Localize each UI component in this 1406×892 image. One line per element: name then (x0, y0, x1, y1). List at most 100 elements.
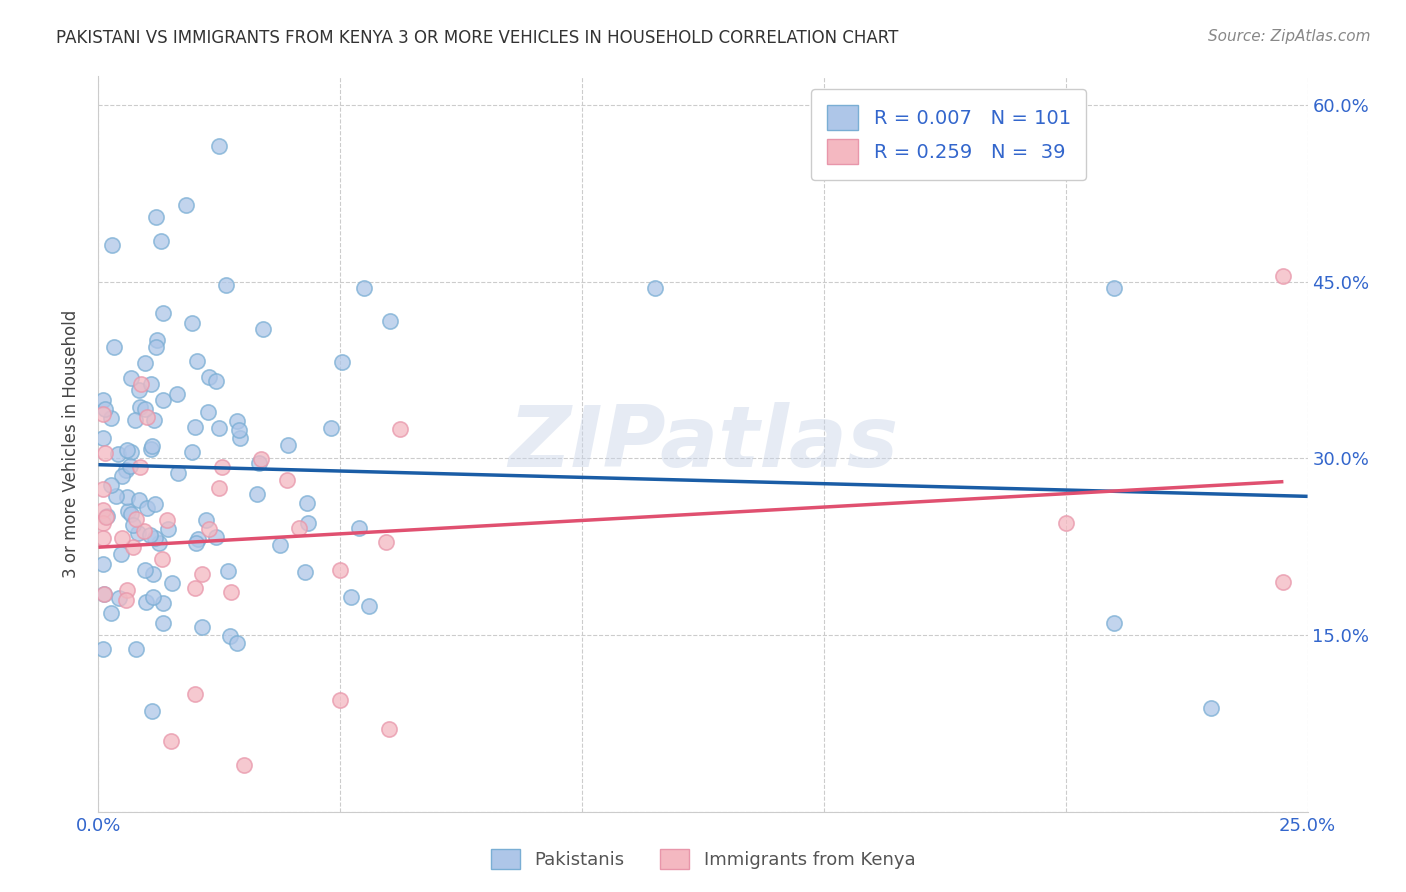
Point (226, 636, 249, 650)
Point (150, 552, 173, 566)
Point (115, 491, 138, 505)
Point (146, 334, 169, 348)
Point (110, 547, 132, 561)
Point (134, 356, 156, 370)
Point (142, 567, 165, 582)
Legend: R = 0.007   N = 101, R = 0.259   N =  39: R = 0.007 N = 101, R = 0.259 N = 39 (811, 89, 1087, 180)
Point (152, 615, 174, 630)
Point (121, 518, 143, 533)
Point (247, 456, 270, 470)
Point (104, 489, 127, 503)
Point (139, 527, 162, 541)
Point (117, 504, 139, 518)
Point (211, 460, 233, 475)
Point (148, 536, 170, 550)
Point (329, 693, 352, 707)
Point (129, 400, 152, 414)
Point (375, 534, 398, 549)
Point (96, 508, 118, 523)
Point (180, 316, 202, 330)
Point (91, 482, 114, 496)
Point (120, 507, 142, 521)
Point (132, 524, 155, 538)
Point (187, 533, 209, 547)
Point (197, 521, 219, 535)
Point (277, 438, 299, 452)
Point (134, 563, 156, 577)
Point (162, 575, 184, 590)
Point (183, 420, 205, 434)
Point (139, 442, 162, 456)
Point (150, 234, 173, 248)
Y-axis label: 3 or more Vehicles in Household: 3 or more Vehicles in Household (62, 310, 80, 578)
Point (101, 237, 124, 252)
Point (191, 620, 214, 634)
Point (143, 413, 166, 427)
Point (353, 281, 375, 295)
Point (111, 468, 134, 483)
Point (380, 314, 402, 328)
Point (218, 629, 240, 643)
Point (143, 531, 166, 545)
Point (359, 599, 381, 613)
Point (145, 340, 167, 354)
Point (118, 459, 141, 474)
Point (121, 540, 143, 554)
Point (111, 531, 134, 545)
Point (91, 408, 114, 422)
Point (91, 531, 114, 545)
Point (205, 374, 228, 388)
Point (128, 383, 150, 397)
Point (120, 371, 142, 385)
Point (208, 421, 231, 435)
Point (349, 521, 371, 535)
Point (229, 431, 252, 445)
Text: PAKISTANI VS IMMIGRANTS FROM KENYA 3 OR MORE VEHICLES IN HOUSEHOLD CORRELATION C: PAKISTANI VS IMMIGRANTS FROM KENYA 3 OR … (56, 29, 898, 47)
Point (294, 565, 316, 579)
Point (91, 393, 114, 408)
Point (287, 521, 309, 535)
Point (186, 353, 208, 368)
Point (1272, 268, 1295, 283)
Point (330, 355, 353, 369)
Point (156, 513, 179, 527)
Point (91, 431, 114, 445)
Point (246, 487, 269, 501)
Point (1102, 616, 1125, 631)
Point (120, 445, 142, 459)
Point (297, 516, 319, 530)
Point (269, 538, 291, 552)
Point (103, 340, 125, 354)
Point (208, 139, 231, 153)
Point (107, 447, 129, 461)
Point (125, 642, 148, 657)
Point (152, 393, 174, 408)
Point (166, 387, 188, 401)
Point (226, 414, 249, 428)
Point (94, 445, 117, 459)
Point (184, 687, 207, 701)
Point (167, 466, 190, 480)
Point (186, 536, 208, 550)
Point (124, 512, 146, 526)
Point (160, 734, 183, 748)
Point (127, 525, 149, 540)
Point (93, 401, 115, 416)
Point (252, 322, 274, 336)
Point (91, 502, 114, 516)
Point (197, 405, 219, 419)
Point (115, 593, 138, 607)
Legend: Pakistanis, Immigrants from Kenya: Pakistanis, Immigrants from Kenya (482, 839, 924, 879)
Point (134, 401, 156, 416)
Point (128, 492, 150, 507)
Point (100, 411, 122, 425)
Point (91, 557, 114, 571)
Point (100, 478, 122, 492)
Point (249, 452, 271, 467)
Point (124, 413, 146, 427)
Point (228, 423, 250, 437)
Text: ZIPatlas: ZIPatlas (508, 402, 898, 485)
Point (217, 564, 239, 578)
Point (219, 585, 242, 599)
Point (135, 501, 157, 516)
